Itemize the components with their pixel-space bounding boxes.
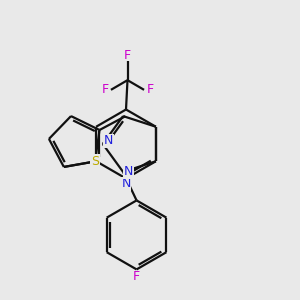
Text: F: F (101, 83, 109, 96)
Text: F: F (146, 83, 154, 96)
Text: F: F (124, 49, 131, 62)
Text: N: N (103, 134, 113, 148)
Text: F: F (133, 269, 140, 283)
Text: S: S (91, 155, 99, 168)
Text: N: N (124, 165, 133, 178)
Text: N: N (121, 177, 131, 190)
